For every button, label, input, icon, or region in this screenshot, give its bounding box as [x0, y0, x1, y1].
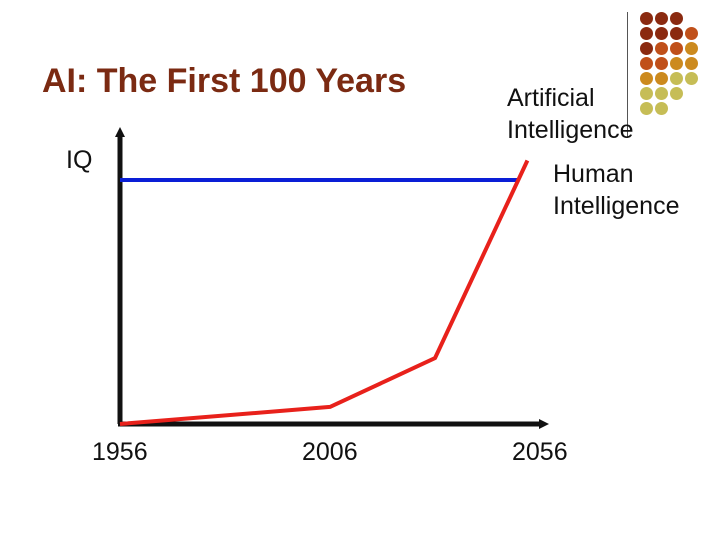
y-axis-label: IQ	[66, 146, 93, 174]
decorative-dot	[640, 72, 653, 85]
decorative-divider-line	[627, 12, 628, 138]
decorative-dot	[640, 42, 653, 55]
decorative-dot	[670, 12, 683, 25]
decorative-dot	[655, 42, 668, 55]
decorative-dot	[670, 72, 683, 85]
x-tick-label-2006: 2006	[302, 438, 358, 466]
slide-title: AI: The First 100 Years	[42, 62, 407, 100]
artificial-intelligence-line	[119, 159, 530, 426]
ai-series-label: Artificial Intelligence	[507, 84, 634, 144]
decorative-dot	[685, 27, 698, 40]
decorative-dot	[685, 72, 698, 85]
decorative-dot	[655, 102, 668, 115]
decorative-dot	[670, 42, 683, 55]
decorative-dot	[640, 57, 653, 70]
decorative-dot	[640, 12, 653, 25]
decorative-dot	[655, 27, 668, 40]
x-tick-label-1956: 1956	[92, 438, 148, 466]
decorative-dot	[655, 87, 668, 100]
decorative-dot	[640, 87, 653, 100]
decorative-dot	[655, 12, 668, 25]
decorative-dot	[685, 42, 698, 55]
decorative-dot	[655, 57, 668, 70]
decorative-dot	[655, 72, 668, 85]
x-tick-label-2056: 2056	[512, 438, 568, 466]
decorative-dot	[670, 87, 683, 100]
decorative-dot	[670, 27, 683, 40]
human-series-label: Human Intelligence	[553, 160, 680, 220]
decorative-dot	[640, 27, 653, 40]
decorative-dot	[670, 57, 683, 70]
decorative-dot	[685, 57, 698, 70]
decorative-dot-grid	[640, 12, 720, 122]
decorative-dot	[640, 102, 653, 115]
